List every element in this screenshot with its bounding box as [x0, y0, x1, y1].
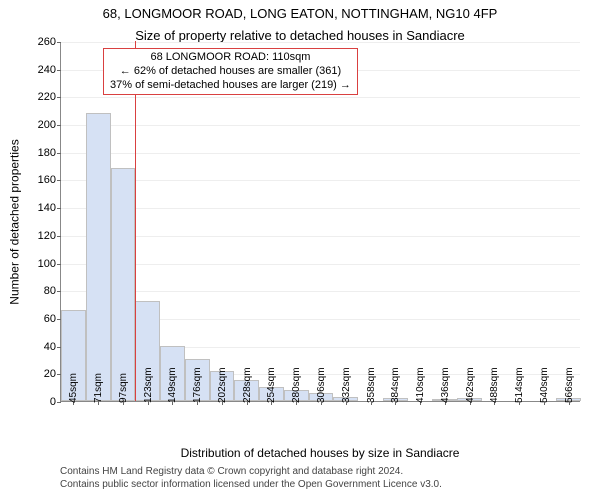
ytick-label: 80: [26, 285, 56, 297]
xtick-label: 149sqm: [167, 367, 179, 403]
xtick-label: 306sqm: [316, 367, 328, 403]
gridline: [61, 264, 580, 265]
chart-footer: Contains HM Land Registry data © Crown c…: [60, 466, 580, 491]
gridline: [61, 42, 580, 43]
annotation-box: 68 LONGMOOR ROAD: 110sqm← 62% of detache…: [103, 48, 358, 95]
annotation-line2: ← 62% of detached houses are smaller (36…: [110, 65, 351, 79]
gridline: [61, 97, 580, 98]
xtick-label: 176sqm: [192, 367, 204, 403]
ytick-label: 240: [26, 64, 56, 76]
footer-line2: Contains public sector information licen…: [60, 479, 580, 492]
xtick-label: 228sqm: [242, 367, 254, 403]
ytick-mark: [57, 125, 61, 126]
xtick-label: 540sqm: [539, 367, 551, 403]
ytick-mark: [57, 402, 61, 403]
ytick-mark: [57, 208, 61, 209]
ytick-mark: [57, 153, 61, 154]
xtick-label: 202sqm: [217, 367, 229, 403]
ytick-label: 20: [26, 368, 56, 380]
plot-area: 45sqm 71sqm 97sqm 123sqm 149sqm 176sqm 202sqm 2…: [60, 42, 580, 402]
y-axis-label: Number of detached properties: [8, 42, 22, 402]
xtick-label: 566sqm: [564, 367, 576, 403]
chart-title-line1: 68, LONGMOOR ROAD, LONG EATON, NOTTINGHA…: [0, 0, 600, 22]
ytick-label: 180: [26, 147, 56, 159]
annotation-line3: 37% of semi-detached houses are larger (…: [110, 79, 351, 93]
ytick-mark: [57, 264, 61, 265]
xtick-label: 280sqm: [291, 367, 303, 403]
x-axis-label: Distribution of detached houses by size …: [60, 446, 580, 460]
ytick-label: 40: [26, 341, 56, 353]
bar: [86, 113, 111, 401]
xtick-label: 97sqm: [118, 373, 130, 403]
gridline: [61, 125, 580, 126]
ytick-mark: [57, 97, 61, 98]
footer-line1: Contains HM Land Registry data © Crown c…: [60, 466, 580, 479]
xtick-label: 462sqm: [465, 367, 477, 403]
xtick-label: 514sqm: [514, 367, 526, 403]
gridline: [61, 180, 580, 181]
xtick-label: 436sqm: [440, 367, 452, 403]
xtick-label: 332sqm: [341, 367, 353, 403]
xtick-label: 71sqm: [93, 373, 105, 403]
gridline: [61, 291, 580, 292]
ytick-label: 100: [26, 258, 56, 270]
ytick-label: 200: [26, 119, 56, 131]
ytick-mark: [57, 180, 61, 181]
ytick-label: 140: [26, 202, 56, 214]
plot-wrap: 45sqm 71sqm 97sqm 123sqm 149sqm 176sqm 202sqm 2…: [60, 42, 580, 402]
annotation-line1: 68 LONGMOOR ROAD: 110sqm: [110, 51, 351, 65]
gridline: [61, 208, 580, 209]
ytick-label: 60: [26, 313, 56, 325]
xtick-label: 384sqm: [390, 367, 402, 403]
chart-container: 68, LONGMOOR ROAD, LONG EATON, NOTTINGHA…: [0, 0, 600, 500]
xtick-label: 254sqm: [266, 367, 278, 403]
gridline: [61, 236, 580, 237]
y-axis-label-text: Number of detached properties: [8, 139, 22, 304]
ytick-mark: [57, 236, 61, 237]
ytick-mark: [57, 70, 61, 71]
ytick-label: 220: [26, 91, 56, 103]
xtick-label: 358sqm: [366, 367, 378, 403]
chart-title-line2: Size of property relative to detached ho…: [0, 22, 600, 44]
xtick-label: 123sqm: [143, 367, 155, 403]
ytick-label: 160: [26, 174, 56, 186]
ytick-mark: [57, 291, 61, 292]
xtick-label: 45sqm: [68, 373, 80, 403]
ytick-label: 260: [26, 36, 56, 48]
ytick-mark: [57, 42, 61, 43]
ytick-label: 0: [26, 396, 56, 408]
ytick-label: 120: [26, 230, 56, 242]
xtick-label: 488sqm: [489, 367, 501, 403]
gridline: [61, 153, 580, 154]
bar: [111, 168, 136, 401]
xtick-label: 410sqm: [415, 367, 427, 403]
